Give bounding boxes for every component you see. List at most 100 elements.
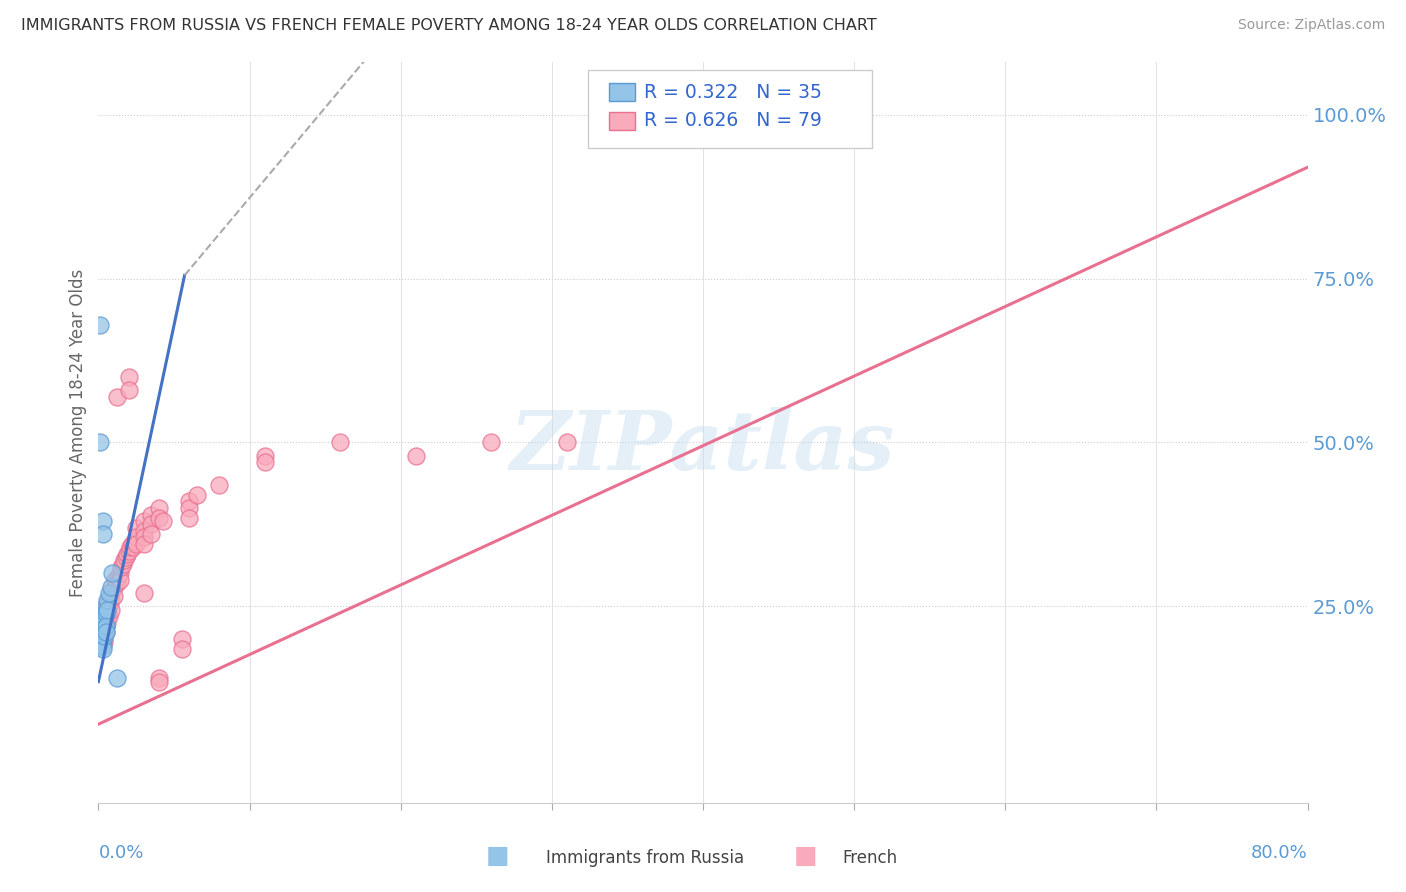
Point [148,671,170,685]
Point [94,625,117,640]
Point [90,629,112,643]
Point [100,592,122,607]
Point [90,635,112,649]
Point [108,573,131,587]
Point [661,128,683,142]
Point [253,455,276,469]
Point [115,547,138,561]
Point [94,609,117,624]
Text: 0.0%: 0.0% [98,844,143,862]
Point [98,599,121,614]
Point [91,619,114,633]
Y-axis label: Female Poverty Among 18-24 Year Olds: Female Poverty Among 18-24 Year Olds [69,268,87,597]
Point [555,435,578,450]
Point [91,619,114,633]
Point [98,609,121,624]
Point [91,632,114,646]
Point [170,632,193,646]
Point [118,383,141,397]
Point [96,592,118,607]
Text: Source: ZipAtlas.com: Source: ZipAtlas.com [1237,18,1385,32]
Point [141,517,163,532]
Point [96,615,118,630]
Point [96,602,118,616]
Point [89,625,111,640]
Point [94,606,117,620]
Text: 80.0%: 80.0% [1251,844,1308,862]
Point [89,625,111,640]
Point [104,573,127,587]
Point [125,521,148,535]
Point [96,596,118,610]
Point [91,632,114,646]
Point [111,557,134,571]
Point [91,514,114,528]
Point [110,560,132,574]
Point [208,478,231,492]
Point [90,619,112,633]
Text: IMMIGRANTS FROM RUSSIA VS FRENCH FEMALE POVERTY AMONG 18-24 YEAR OLDS CORRELATIO: IMMIGRANTS FROM RUSSIA VS FRENCH FEMALE … [21,18,877,33]
Point [118,370,141,384]
Point [125,531,148,545]
FancyBboxPatch shape [609,83,636,101]
Point [647,128,669,142]
Point [124,533,146,548]
Point [253,449,276,463]
Point [103,580,125,594]
Point [93,629,115,643]
Text: R = 0.626   N = 79: R = 0.626 N = 79 [644,112,821,130]
Point [91,612,114,626]
Point [89,435,111,450]
Point [107,570,129,584]
Point [405,449,427,463]
Point [179,510,201,524]
Point [121,537,143,551]
Point [179,494,201,508]
Point [125,537,148,551]
Point [148,674,170,689]
Point [93,612,115,626]
Text: ■: ■ [794,844,818,868]
Point [329,435,352,450]
FancyBboxPatch shape [609,112,636,130]
Point [114,550,136,565]
Point [91,622,114,636]
Point [112,553,135,567]
Point [179,500,201,515]
Point [91,612,114,626]
Point [90,625,112,640]
Point [170,641,193,656]
Point [93,615,115,630]
Point [93,619,115,633]
Point [122,541,145,555]
Point [93,609,115,624]
Point [89,639,111,653]
Point [94,619,117,633]
Point [101,582,124,597]
Point [91,527,114,541]
Point [91,639,114,653]
Point [93,622,115,636]
Point [132,514,155,528]
Point [96,606,118,620]
Point [89,632,111,646]
Point [132,531,155,545]
Point [481,435,503,450]
Point [98,586,121,600]
Point [93,606,115,620]
Text: ZIPatlas: ZIPatlas [510,408,896,487]
Point [148,500,170,515]
Point [105,671,128,685]
Point [105,390,128,404]
Point [89,318,111,332]
Point [90,632,112,646]
Text: R = 0.322   N = 35: R = 0.322 N = 35 [644,83,821,102]
Text: Immigrants from Russia: Immigrants from Russia [546,848,744,867]
Text: ■: ■ [485,844,509,868]
Point [89,632,111,646]
Point [108,566,131,581]
Point [152,514,174,528]
Point [93,635,115,649]
Point [100,580,122,594]
Point [90,622,112,636]
